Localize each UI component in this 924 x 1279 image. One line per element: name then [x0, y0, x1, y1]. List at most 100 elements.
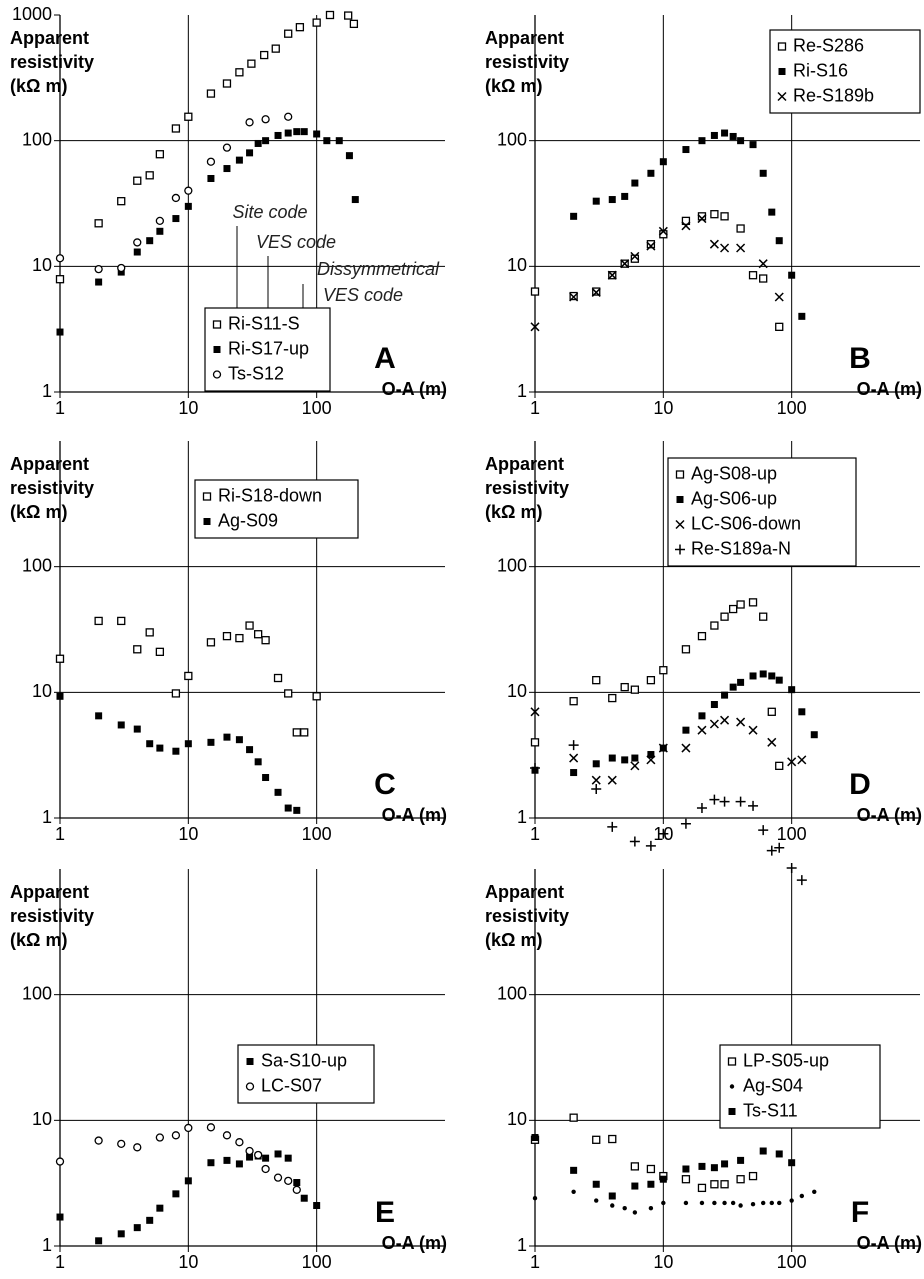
marker [184, 186, 193, 195]
marker [274, 1150, 282, 1158]
marker [349, 19, 359, 29]
marker [293, 128, 301, 136]
marker [530, 738, 540, 747]
marker [260, 50, 269, 60]
marker [608, 693, 617, 703]
marker [206, 89, 216, 98]
marker [592, 760, 600, 768]
marker [630, 761, 640, 771]
x-tick-label: 100 [777, 824, 807, 844]
marker [300, 1194, 308, 1202]
x-tick-label: 1 [55, 1252, 65, 1272]
x-axis-label: O-A (m) [857, 379, 922, 399]
marker [608, 1192, 616, 1200]
marker [712, 1200, 717, 1206]
marker [223, 1156, 231, 1164]
marker [788, 1159, 796, 1167]
marker [274, 131, 282, 139]
marker [607, 775, 617, 785]
legend-marker [246, 1058, 254, 1065]
marker [737, 137, 745, 145]
marker [647, 169, 655, 177]
marker [681, 221, 691, 231]
legend-box [667, 457, 857, 567]
y-tick-label: 100 [22, 983, 52, 1003]
x-axis-label: O-A (m) [382, 379, 447, 399]
marker [748, 271, 758, 280]
marker [722, 1200, 727, 1206]
marker [680, 818, 691, 829]
marker [630, 1162, 640, 1171]
marker [295, 23, 305, 32]
marker [300, 728, 309, 737]
legend-label: Ag-S08-up [691, 463, 777, 483]
x-tick-label: 100 [777, 1252, 807, 1272]
marker [697, 214, 707, 224]
marker [630, 251, 640, 261]
marker [591, 784, 602, 795]
marker [245, 1146, 254, 1156]
marker [325, 10, 335, 20]
marker [222, 79, 232, 88]
legend-marker [245, 1082, 255, 1091]
marker [530, 707, 540, 717]
marker [262, 774, 270, 782]
marker [720, 612, 729, 621]
marker [775, 1150, 783, 1158]
marker [698, 137, 706, 145]
marker [721, 691, 729, 699]
marker [709, 719, 719, 729]
marker [261, 1164, 270, 1174]
legend-marker [729, 1084, 735, 1089]
marker [254, 630, 263, 639]
x-axis-label: O-A (m) [382, 1233, 447, 1253]
marker [658, 828, 669, 839]
marker [323, 137, 331, 145]
marker [56, 692, 64, 700]
marker [736, 600, 745, 609]
marker [607, 270, 617, 280]
y-tick-label: 1 [517, 381, 527, 401]
marker [95, 1237, 103, 1245]
marker [292, 1185, 301, 1194]
legend-marker [203, 518, 211, 525]
marker [531, 1134, 539, 1142]
y-tick-label: 10 [32, 255, 52, 275]
marker [172, 747, 180, 755]
marker [156, 744, 164, 752]
marker [774, 292, 784, 302]
y-tick-label: 1 [42, 381, 52, 401]
marker [737, 678, 745, 686]
y-axis-label: resistivity [10, 906, 94, 926]
marker [56, 1213, 64, 1221]
marker [681, 645, 691, 654]
marker [788, 271, 796, 279]
marker [345, 152, 353, 160]
x-axis-label: O-A (m) [857, 805, 922, 825]
legend-label: Sa-S10-up [261, 1050, 347, 1070]
marker [698, 712, 706, 720]
marker [736, 1175, 745, 1184]
x-tick-label: 100 [777, 398, 807, 418]
marker [117, 721, 125, 729]
marker [262, 1154, 270, 1162]
marker [94, 219, 103, 228]
marker [709, 239, 719, 249]
legend-marker [675, 544, 685, 555]
marker [292, 728, 301, 737]
marker [591, 775, 601, 785]
marker [775, 322, 784, 331]
y-tick-label: 1 [42, 807, 52, 827]
marker [630, 685, 640, 694]
marker [94, 264, 103, 274]
marker [648, 1205, 654, 1211]
marker [729, 683, 737, 691]
marker [759, 612, 768, 621]
marker [55, 275, 65, 284]
legend-label: Ri-S11-S [228, 313, 300, 333]
marker [569, 1113, 578, 1122]
marker [247, 59, 256, 68]
y-tick-label: 100 [497, 129, 527, 149]
legend-marker [202, 492, 212, 501]
panel-label: A [374, 342, 396, 375]
